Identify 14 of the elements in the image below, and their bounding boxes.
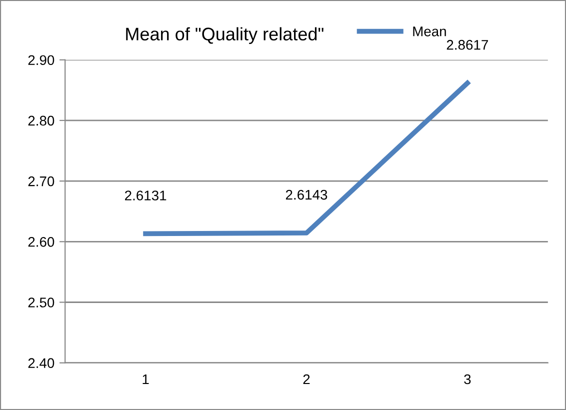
legend-label: Mean bbox=[413, 26, 446, 36]
chart-title: Mean of "Quality related" bbox=[126, 27, 324, 44]
x-tick-label: 3 bbox=[464, 374, 471, 384]
y-tick-label: 2.40 bbox=[28, 358, 54, 368]
x-tick-label: 2 bbox=[303, 374, 310, 384]
y-tick-label: 2.70 bbox=[28, 176, 54, 186]
y-tick-label: 2.90 bbox=[28, 55, 54, 66]
y-tick-label: 2.50 bbox=[28, 298, 54, 308]
y-tick-label: 2.80 bbox=[28, 116, 54, 126]
data-label: 2.6143 bbox=[286, 190, 328, 200]
data-label: 2.6131 bbox=[125, 190, 166, 200]
data-label: 2.8617 bbox=[446, 40, 488, 50]
y-tick-label: 2.60 bbox=[28, 236, 54, 247]
x-tick-label: 1 bbox=[142, 374, 149, 384]
